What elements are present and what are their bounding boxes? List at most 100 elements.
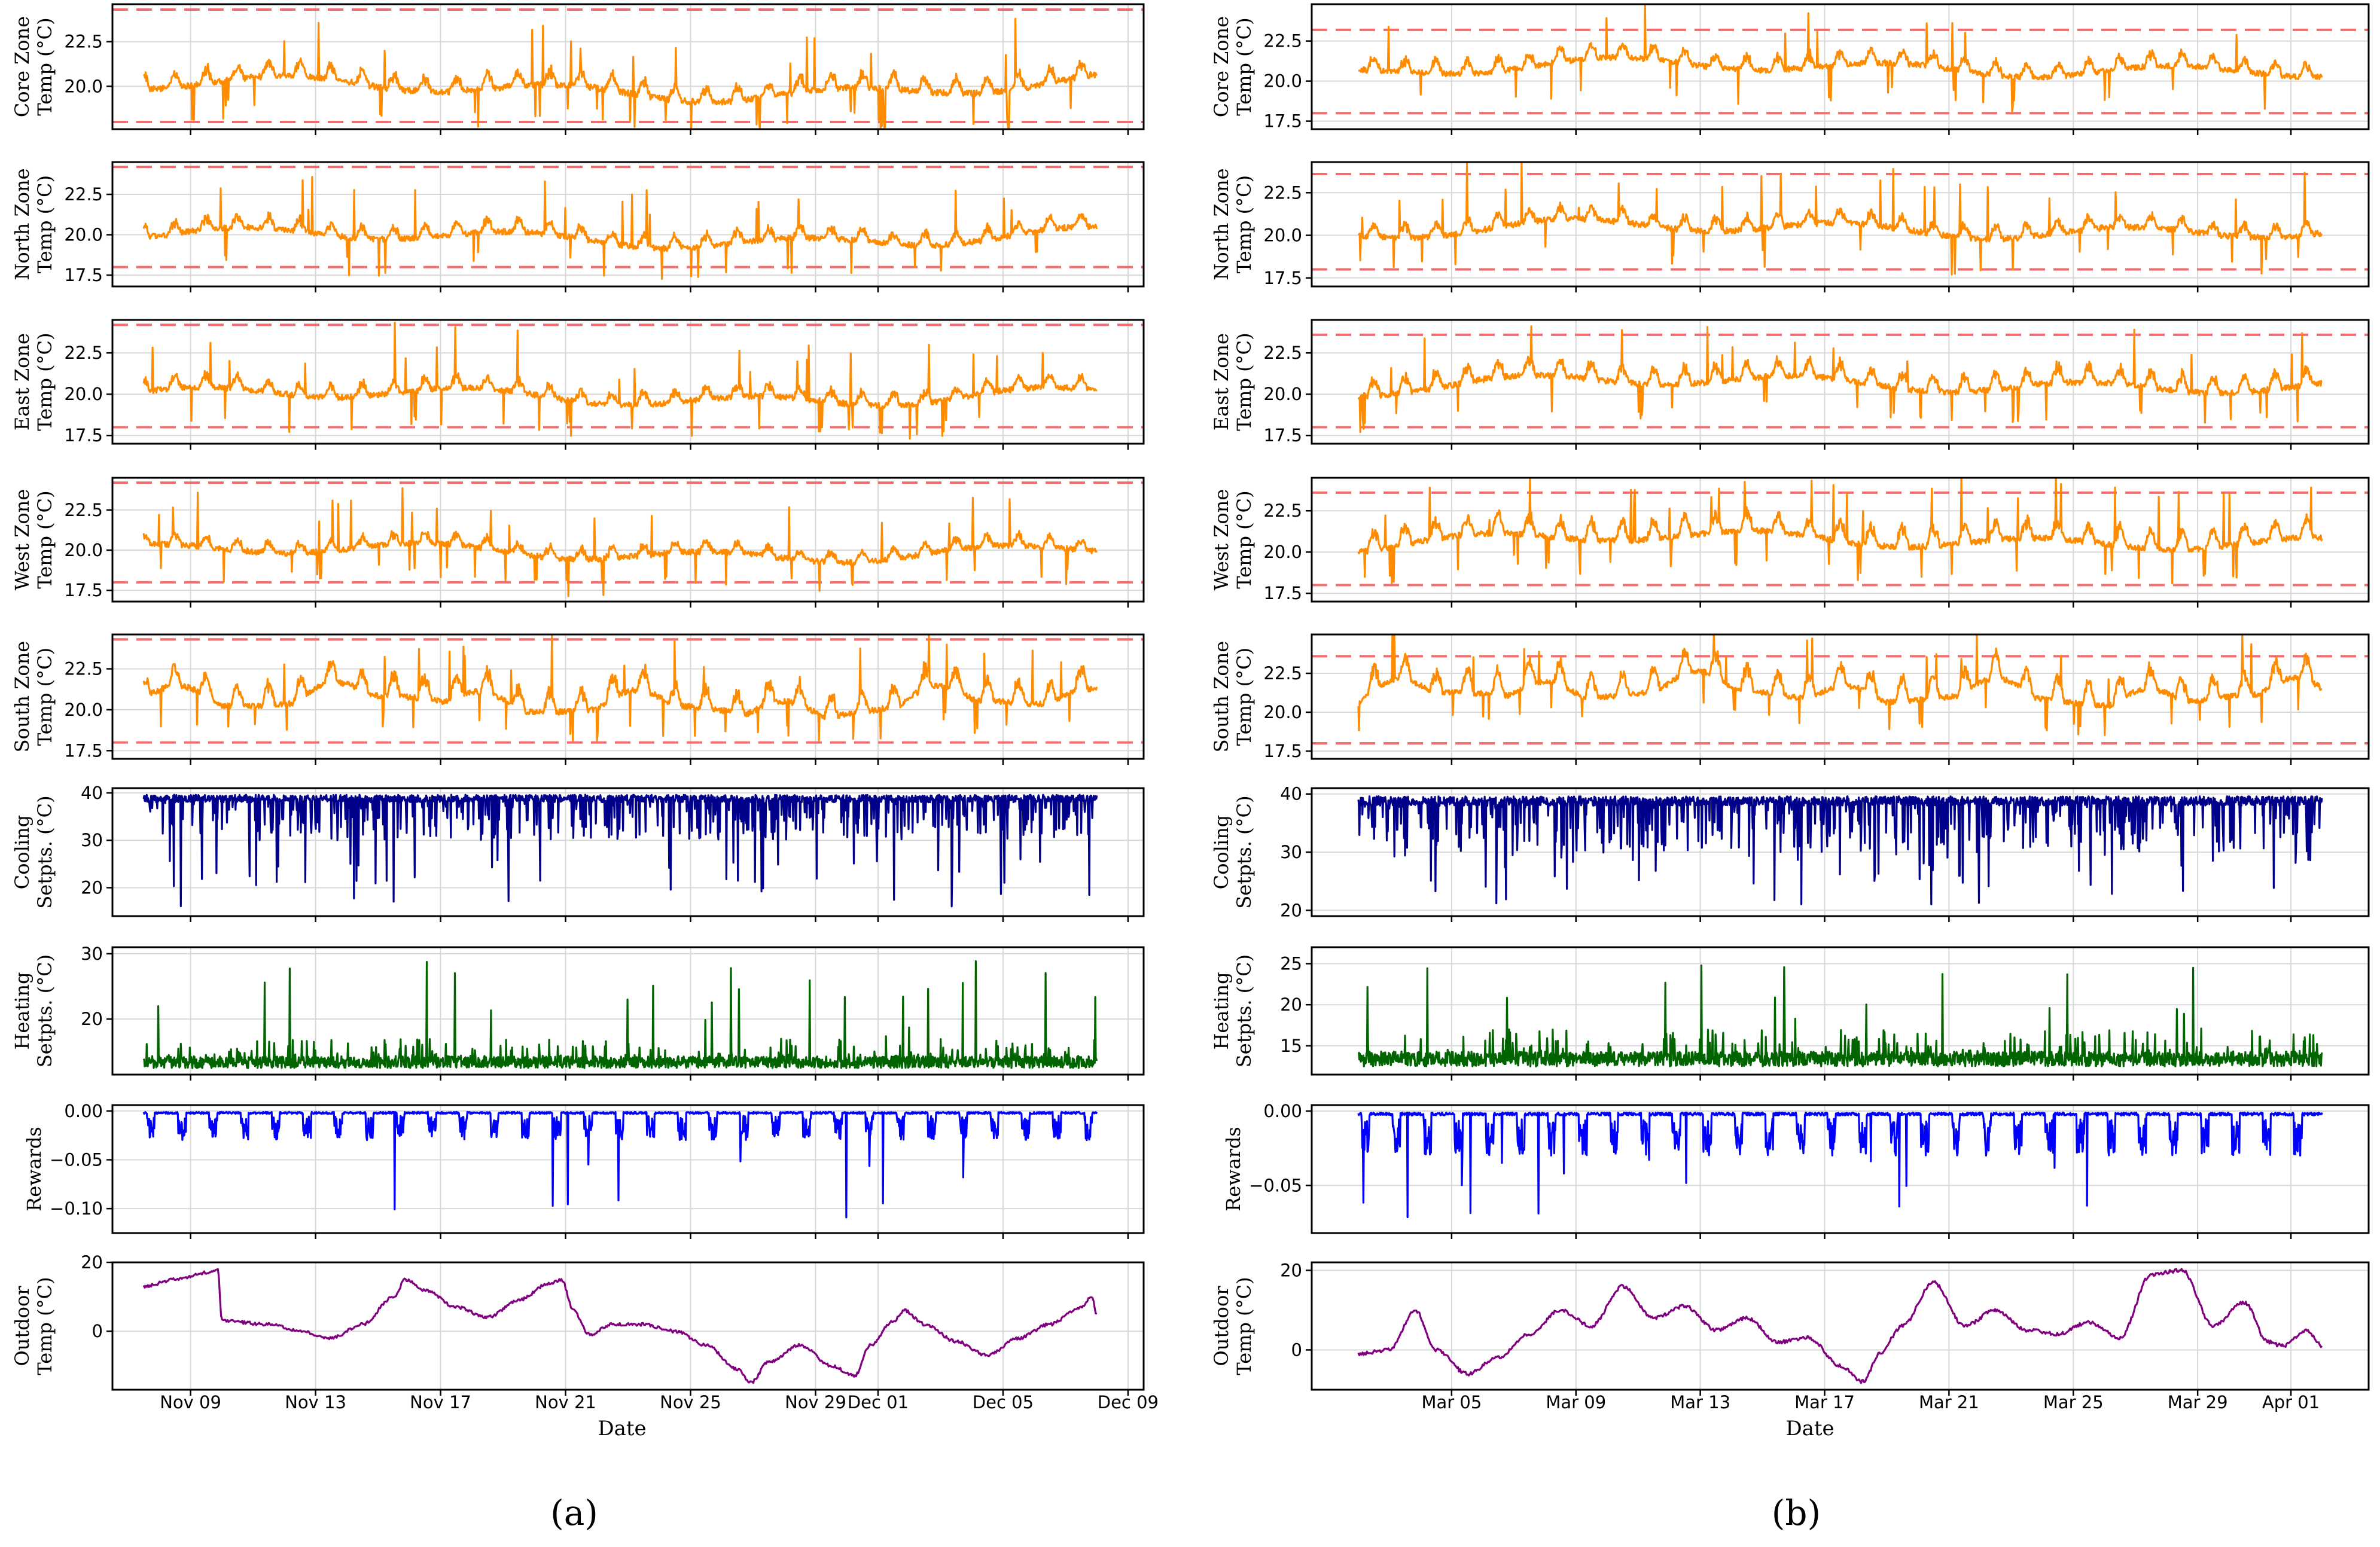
y-tick-label: 20.0 xyxy=(64,225,103,245)
y-tick-label: 0.00 xyxy=(1263,1101,1302,1121)
y-tick-label: 20.0 xyxy=(64,540,103,560)
y-tick-label: 20.0 xyxy=(1263,384,1302,404)
panel-frame xyxy=(111,787,1145,917)
y-tick-label: 17.5 xyxy=(1263,425,1302,446)
y-axis-label: OutdoorTemp (°C) xyxy=(11,1277,56,1375)
subfigure-caption: (b) xyxy=(1772,1493,1821,1533)
panel-west: 17.5 20.0 22.5 West ZoneTemp (°C) xyxy=(1210,477,2370,608)
y-tick-label: 22.5 xyxy=(1263,182,1302,203)
y-tick-label: 17.5 xyxy=(1263,741,1302,761)
panel-frame xyxy=(111,1104,1145,1234)
panel-frame xyxy=(111,161,1145,288)
y-axis-label: West ZoneTemp (°C) xyxy=(1210,489,1255,591)
series-line-west xyxy=(1357,478,2323,585)
y-tick-label: 20 xyxy=(1280,1260,1302,1280)
x-axis-label: Date xyxy=(598,1417,646,1441)
y-tick-label: 15 xyxy=(1280,1036,1302,1056)
x-tick-label: Apr 01 xyxy=(2262,1392,2320,1412)
panel-west: 17.5 20.0 22.5 West ZoneTemp (°C) xyxy=(11,477,1145,608)
y-axis-label: Rewards xyxy=(1222,1127,1245,1212)
y-tick-label: 0 xyxy=(92,1321,103,1341)
y-tick-label: 22.5 xyxy=(64,658,103,679)
x-tick-label: Mar 09 xyxy=(1546,1392,1606,1412)
subfigure-b: 17.5 20.0 22.5 Core ZoneTemp (°C) 17.5 20.0 22… xyxy=(1210,3,2370,1533)
y-tick-label: 30 xyxy=(81,944,103,964)
y-tick-label: 20.0 xyxy=(64,76,103,96)
y-axis-label: Rewards xyxy=(23,1127,45,1212)
series-line-north xyxy=(142,176,1098,280)
y-tick-label: 22.5 xyxy=(64,500,103,520)
panel-south: 17.5 20.0 22.5 South ZoneTemp (°C) xyxy=(11,633,1145,765)
y-tick-label: 22.5 xyxy=(1263,663,1302,684)
y-axis-label: CoolingSetpts. (°C) xyxy=(1210,795,1255,908)
y-tick-label: 20.0 xyxy=(1263,71,1302,91)
panel-outdoor: 0 20 OutdoorTemp (°C) xyxy=(11,1252,1145,1396)
y-axis-label: West ZoneTemp (°C) xyxy=(11,489,56,591)
y-tick-label: −0.10 xyxy=(50,1198,103,1219)
x-tick-label: Mar 13 xyxy=(1670,1392,1730,1412)
series-line-east xyxy=(1357,325,2323,434)
panel-north: 17.5 20.0 22.5 North ZoneTemp (°C) xyxy=(1210,161,2370,292)
y-tick-label: 30 xyxy=(1280,842,1302,862)
series-line-core xyxy=(1358,4,2323,113)
series-line-outdoor xyxy=(142,1268,1098,1384)
y-axis-label: Core ZoneTemp (°C) xyxy=(11,16,56,117)
y-tick-label: 20 xyxy=(81,1252,103,1273)
x-tick-label: Mar 17 xyxy=(1794,1392,1855,1412)
y-tick-label: 22.5 xyxy=(1263,343,1302,363)
y-tick-label: 20 xyxy=(1280,994,1302,1015)
panel-outdoor: 0 20 OutdoorTemp (°C) xyxy=(1210,1260,2370,1396)
y-tick-label: 22.5 xyxy=(1263,501,1302,521)
y-axis-label: North ZoneTemp (°C) xyxy=(1210,168,1255,280)
series-line-cooling xyxy=(1357,795,2323,905)
panel-rewards: −0.10 −0.05 0.00 Rewards xyxy=(23,1101,1145,1239)
y-tick-label: 25 xyxy=(1280,953,1302,974)
panel-core: 20.0 22.5 Core ZoneTemp (°C) xyxy=(11,3,1145,135)
y-tick-label: 20 xyxy=(1280,900,1302,920)
y-axis-label: South ZoneTemp (°C) xyxy=(1210,641,1255,752)
x-tick-label: Mar 25 xyxy=(2043,1392,2104,1412)
panel-north: 17.5 20.0 22.5 North ZoneTemp (°C) xyxy=(11,161,1145,292)
panel-frame xyxy=(1311,946,2370,1076)
panel-frame xyxy=(1311,1104,2370,1234)
y-axis-label: Core ZoneTemp (°C) xyxy=(1210,16,1255,117)
panel-south: 17.5 20.0 22.5 South ZoneTemp (°C) xyxy=(1210,633,2370,765)
panel-frame xyxy=(111,319,1145,445)
y-tick-label: 20 xyxy=(81,1009,103,1029)
x-tick-label: Nov 29 xyxy=(785,1392,846,1412)
y-tick-label: 17.5 xyxy=(1263,111,1302,132)
panel-frame xyxy=(1311,161,2370,288)
y-tick-label: 40 xyxy=(1280,784,1302,804)
x-axis-label: Date xyxy=(1785,1417,1834,1441)
y-axis-label: CoolingSetpts. (°C) xyxy=(11,795,56,908)
y-tick-label: 20 xyxy=(81,877,103,898)
panel-east: 17.5 20.0 22.5 East ZoneTemp (°C) xyxy=(1210,319,2370,450)
y-tick-label: 22.5 xyxy=(64,184,103,205)
series-line-west xyxy=(142,487,1098,597)
panel-frame xyxy=(111,477,1145,603)
panel-heating: 15 20 25 HeatingSetpts. (°C) xyxy=(1210,946,2370,1081)
series-line-south xyxy=(142,634,1098,742)
panel-cooling: 20 30 40 CoolingSetpts. (°C) xyxy=(1210,784,2370,922)
y-tick-label: 20.0 xyxy=(64,384,103,404)
y-tick-label: 17.5 xyxy=(1263,268,1302,288)
y-tick-label: 22.5 xyxy=(64,343,103,363)
y-tick-label: 17.5 xyxy=(64,740,103,761)
y-tick-label: 17.5 xyxy=(64,265,103,285)
subfigure-caption: (a) xyxy=(550,1493,598,1533)
x-tick-label: Dec 05 xyxy=(973,1392,1034,1412)
panel-frame xyxy=(1311,477,2370,603)
y-tick-label: 17.5 xyxy=(64,580,103,600)
series-line-north xyxy=(1357,162,2323,276)
y-tick-label: 22.5 xyxy=(64,32,103,52)
y-axis-label: North ZoneTemp (°C) xyxy=(11,168,56,280)
x-tick-label: Mar 05 xyxy=(1421,1392,1482,1412)
panel-core: 17.5 20.0 22.5 Core ZoneTemp (°C) xyxy=(1210,3,2370,135)
x-tick-label: Nov 25 xyxy=(660,1392,721,1412)
x-tick-label: Nov 17 xyxy=(410,1392,471,1412)
series-line-east xyxy=(142,321,1098,440)
y-tick-label: −0.05 xyxy=(50,1149,103,1170)
panel-frame xyxy=(1311,633,2370,760)
x-tick-label: Nov 09 xyxy=(160,1392,221,1412)
